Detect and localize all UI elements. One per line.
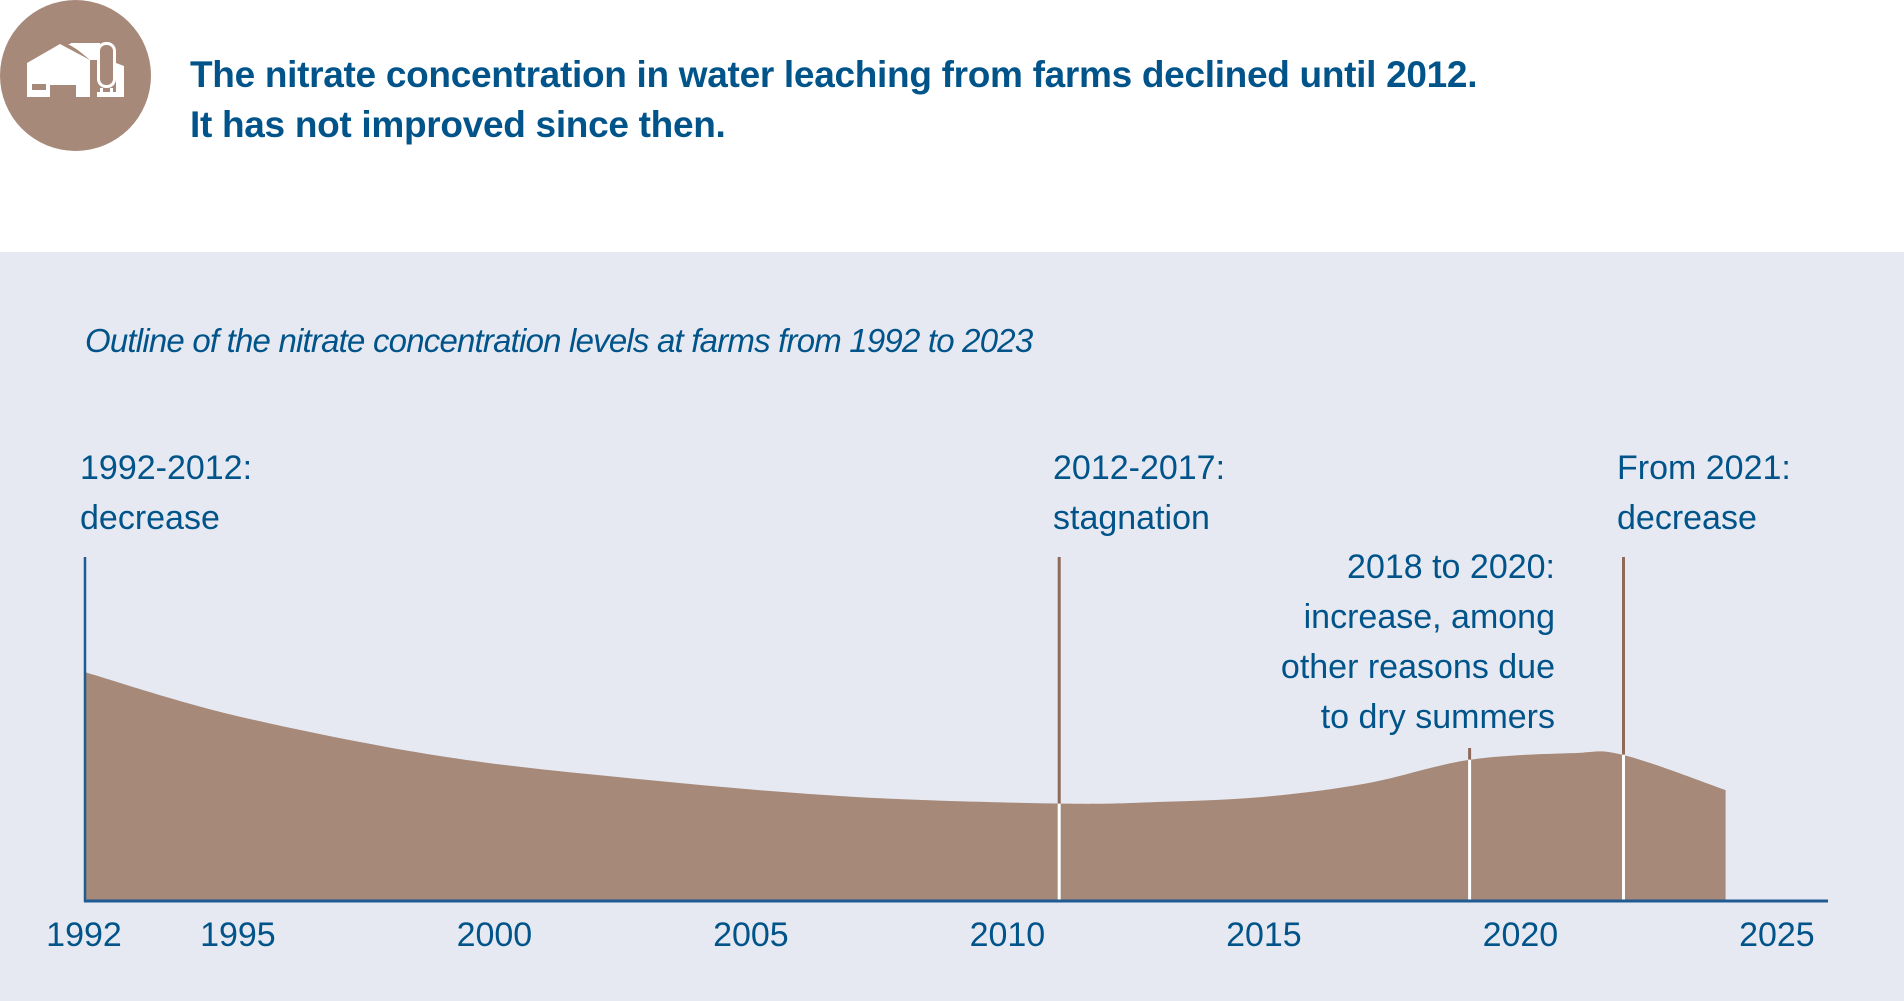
- farm-icon-badge: [0, 0, 151, 151]
- x-tick-label-2005: 2005: [713, 916, 789, 954]
- headline-line-1: The nitrate concentration in water leach…: [190, 54, 1478, 95]
- annotation-line: decrease: [80, 499, 220, 537]
- x-tick-label-2000: 2000: [456, 916, 533, 954]
- headline-line-2: It has not improved since then.: [190, 104, 726, 145]
- annotation-line: increase, among: [1303, 598, 1555, 636]
- annotation-1: 2012-2017: stagnation: [1053, 443, 1225, 543]
- annotation-line: other reasons due: [1280, 648, 1555, 686]
- annotation-line: decrease: [1617, 499, 1757, 537]
- nitrate-area: [86, 672, 1726, 901]
- annotation-line: 1992-2012:: [80, 449, 253, 487]
- x-tick-label-1992: 1992: [46, 916, 122, 954]
- annotation-line: 2012-2017:: [1053, 449, 1226, 487]
- x-tick-label-2010: 2010: [969, 916, 1046, 954]
- annotation-line: 2018 to 2020:: [1347, 548, 1555, 586]
- chart-title: Outline of the nitrate concentration lev…: [85, 322, 1033, 359]
- annotation-3: From 2021: decrease: [1617, 443, 1791, 543]
- annotation-0: 1992-2012: decrease: [80, 443, 252, 543]
- x-tick-label-2020: 2020: [1482, 916, 1559, 954]
- annotation-line: to dry summers: [1320, 698, 1555, 736]
- headline: The nitrate concentration in water leach…: [190, 50, 1478, 150]
- x-tick-label-2015: 2015: [1226, 916, 1302, 954]
- annotation-2: 2018 to 2020: increase, among other reason…: [1281, 542, 1555, 742]
- annotation-line: stagnation: [1053, 499, 1210, 537]
- farm-icon: [27, 42, 124, 97]
- x-tick-label-2025: 2025: [1739, 916, 1815, 954]
- annotation-line: From 2021:: [1617, 449, 1791, 487]
- x-tick-label-1995: 1995: [200, 916, 276, 954]
